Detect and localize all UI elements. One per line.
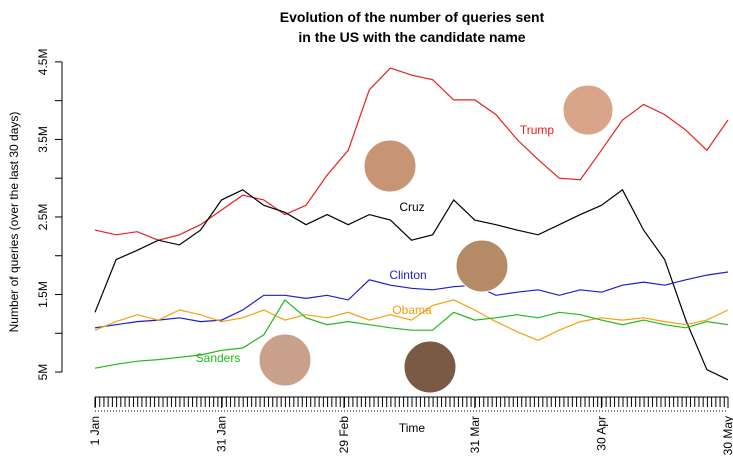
y-tick-label: 5M xyxy=(36,364,50,381)
portrait xyxy=(403,340,457,394)
series-label: Trump xyxy=(520,123,555,137)
x-tick-label: 30 Apr xyxy=(594,416,608,451)
series-label: Cruz xyxy=(399,200,424,214)
y-tick-label: 1.5M xyxy=(36,281,50,308)
series-line xyxy=(94,188,729,381)
x-tick-label: 31 Mar xyxy=(468,416,482,453)
series-label: Sanders xyxy=(196,351,241,365)
x-tick-label: 29 Feb xyxy=(337,416,351,454)
portraits xyxy=(258,84,614,394)
y-tick-label: 4.5M xyxy=(36,49,50,76)
portrait xyxy=(455,239,509,293)
series-line xyxy=(94,271,729,329)
series-line xyxy=(94,67,729,241)
x-tick-label: 1 Jan xyxy=(88,416,102,445)
x-axis-label: Time xyxy=(399,421,426,435)
portrait xyxy=(258,333,312,387)
x-tick-label: 31 Jan xyxy=(215,416,229,452)
chart-title: in the US with the candidate name xyxy=(298,29,525,45)
portrait xyxy=(363,139,417,193)
series-line xyxy=(94,299,729,341)
series-label: Clinton xyxy=(389,268,426,282)
series-line xyxy=(94,298,729,369)
series-label: Obama xyxy=(392,303,432,317)
y-tick-label: 3.5M xyxy=(36,126,50,153)
x-tick-label: 30 May xyxy=(721,416,733,455)
chart-title: Evolution of the number of queries sent xyxy=(280,9,545,25)
y-tick-label: 2.5M xyxy=(36,204,50,231)
y-axis-label: Number of queries (over the last 30 days… xyxy=(7,112,21,333)
portrait xyxy=(562,84,614,136)
